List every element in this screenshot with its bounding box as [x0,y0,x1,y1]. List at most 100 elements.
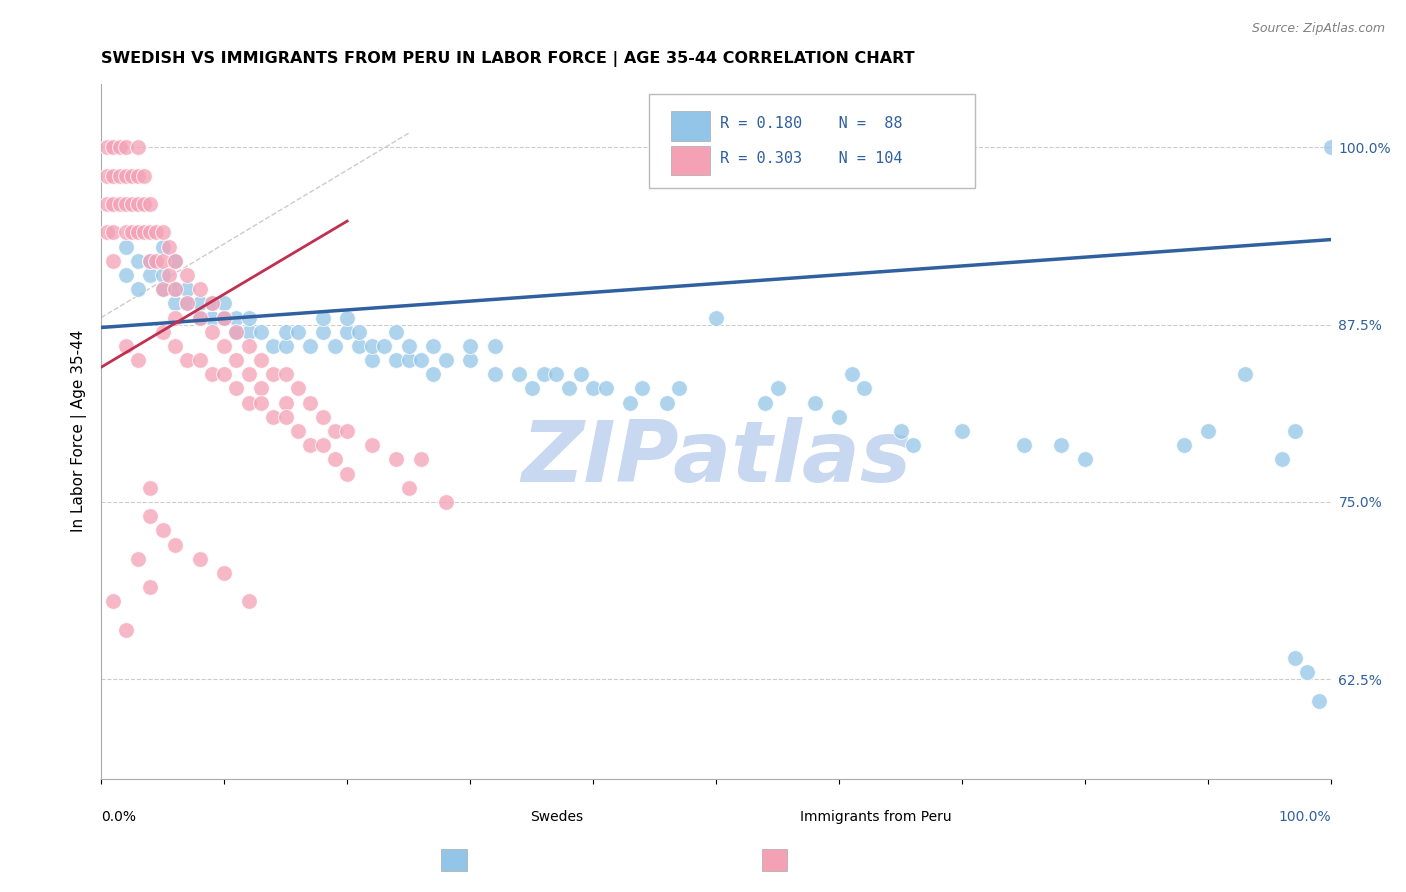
Point [238,339,260,353]
Point [262,339,284,353]
Point [103,140,125,154]
Point [127,551,149,566]
Point [225,325,247,339]
Point [1284,424,1306,438]
Point [114,226,136,240]
Text: SWEDISH VS IMMIGRANTS FROM PERU IN LABOR FORCE | AGE 35-44 CORRELATION CHART: SWEDISH VS IMMIGRANTS FROM PERU IN LABOR… [101,51,915,67]
Point [250,395,273,409]
Point [96,169,118,183]
Point [349,339,371,353]
Point [274,325,297,339]
Point [96,226,118,240]
Point [360,438,382,452]
Point [299,395,322,409]
Point [484,339,506,353]
Point [114,140,136,154]
Point [336,467,359,481]
Point [422,368,444,382]
Point [96,140,118,154]
Point [212,310,235,325]
Point [398,353,420,368]
Point [163,282,186,296]
Point [458,353,481,368]
Point [134,197,156,211]
Point [336,310,359,325]
Point [108,169,131,183]
Point [176,296,198,310]
Point [349,325,371,339]
Point [1197,424,1219,438]
Point [360,339,382,353]
FancyBboxPatch shape [648,94,974,188]
Point [139,580,162,594]
Point [311,310,333,325]
Point [1295,665,1317,680]
Point [274,368,297,382]
Point [274,409,297,424]
Point [114,169,136,183]
Point [139,226,162,240]
Point [163,310,186,325]
Point [852,382,875,396]
Point [434,353,457,368]
Text: 100.0%: 100.0% [1279,810,1331,824]
Point [103,169,125,183]
Point [201,310,224,325]
Point [152,240,174,254]
Point [134,226,156,240]
Point [434,495,457,509]
Point [323,339,346,353]
Point [176,282,198,296]
Point [163,253,186,268]
Point [163,253,186,268]
Point [422,339,444,353]
Point [1308,693,1330,707]
Point [373,339,395,353]
Point [582,382,605,396]
Point [704,310,727,325]
Point [163,282,186,296]
Point [901,438,924,452]
Point [1320,140,1343,154]
Point [163,339,186,353]
Point [409,452,432,467]
Point [188,310,211,325]
Point [250,382,273,396]
Point [828,409,851,424]
Point [890,424,912,438]
Point [176,268,198,282]
Point [152,226,174,240]
Point [127,197,149,211]
Point [108,140,131,154]
FancyBboxPatch shape [671,146,710,175]
Text: Swedes: Swedes [530,810,583,824]
Point [950,424,973,438]
Text: ZIPatlas: ZIPatlas [522,417,911,500]
Point [212,368,235,382]
Point [262,368,284,382]
Text: 0.0%: 0.0% [101,810,136,824]
Point [114,268,136,282]
Point [323,452,346,467]
Point [225,325,247,339]
Point [201,368,224,382]
Point [668,382,690,396]
Point [287,325,309,339]
Point [508,368,530,382]
Point [212,310,235,325]
Point [557,382,579,396]
Point [225,353,247,368]
Point [385,353,408,368]
Point [121,169,143,183]
Point [385,452,408,467]
Point [163,537,186,551]
Point [152,268,174,282]
Point [398,339,420,353]
Point [287,382,309,396]
Point [250,325,273,339]
Point [139,253,162,268]
Point [360,353,382,368]
Point [409,353,432,368]
Point [803,395,825,409]
Point [152,325,174,339]
